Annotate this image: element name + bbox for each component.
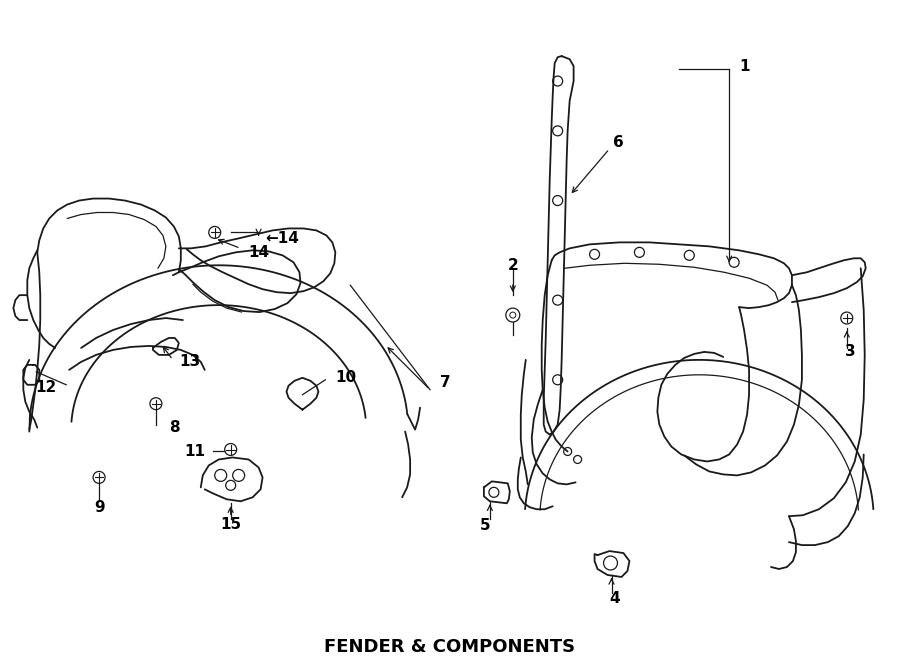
Circle shape [93, 471, 105, 483]
Text: 3: 3 [845, 344, 856, 359]
Text: 2: 2 [508, 258, 518, 273]
Circle shape [506, 308, 520, 322]
Text: 15: 15 [220, 516, 241, 532]
Text: 11: 11 [184, 444, 206, 459]
Text: 13: 13 [179, 354, 200, 369]
Text: 1: 1 [739, 59, 750, 73]
Circle shape [150, 398, 162, 410]
Text: 5: 5 [480, 518, 491, 533]
Text: 6: 6 [614, 135, 625, 150]
Circle shape [841, 312, 853, 324]
Text: 7: 7 [440, 375, 451, 391]
Text: 12: 12 [35, 380, 56, 395]
Text: 10: 10 [336, 370, 356, 385]
Text: 9: 9 [94, 500, 104, 515]
Text: FENDER & COMPONENTS: FENDER & COMPONENTS [324, 638, 576, 655]
Text: 14: 14 [248, 245, 270, 260]
Text: 4: 4 [609, 591, 620, 606]
Circle shape [225, 444, 237, 455]
Text: 8: 8 [169, 420, 179, 435]
Circle shape [209, 226, 220, 238]
Text: ←14: ←14 [266, 231, 300, 246]
Circle shape [509, 312, 516, 318]
